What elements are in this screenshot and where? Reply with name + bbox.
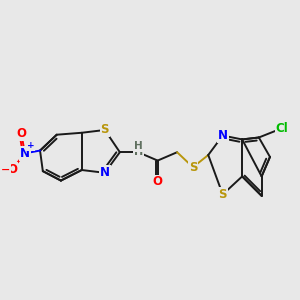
- Text: N: N: [100, 166, 110, 179]
- Text: −: −: [1, 164, 10, 175]
- Text: O: O: [16, 127, 26, 140]
- Text: S: S: [100, 124, 109, 136]
- Text: O: O: [7, 163, 17, 176]
- Text: S: S: [189, 161, 197, 174]
- Text: O: O: [153, 176, 163, 188]
- Text: N: N: [218, 129, 228, 142]
- Text: N: N: [20, 147, 30, 160]
- Text: Cl: Cl: [276, 122, 288, 135]
- Text: H: H: [134, 147, 143, 157]
- Text: S: S: [218, 188, 227, 201]
- Text: H: H: [134, 141, 142, 151]
- Text: +: +: [27, 141, 35, 150]
